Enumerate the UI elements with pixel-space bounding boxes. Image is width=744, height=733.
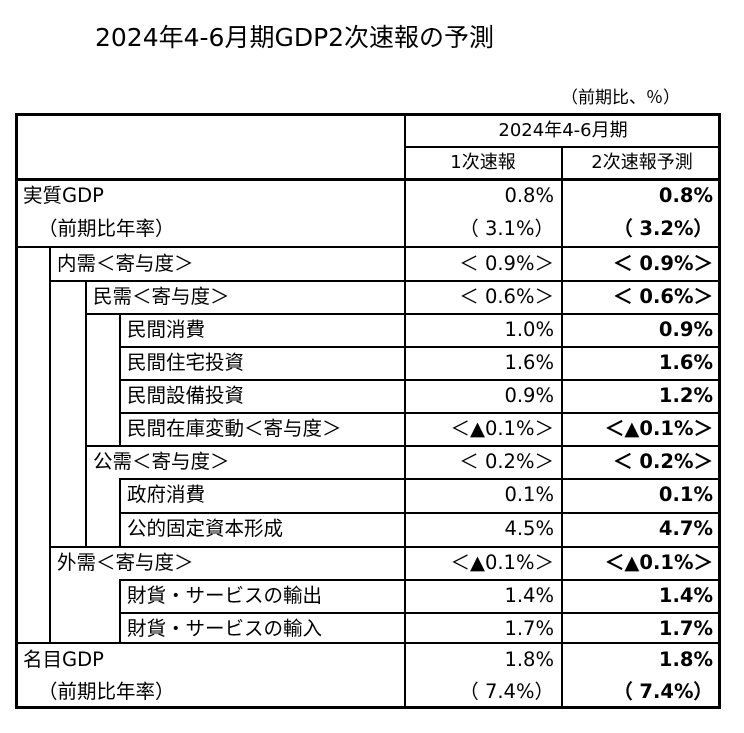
row-value-first: （ 7.4%） — [459, 680, 554, 703]
row-value-second: ＜▲0.1%＞ — [604, 417, 713, 440]
row-value-first: 1.4% — [504, 584, 554, 607]
row-value-second: 1.6% — [658, 351, 713, 374]
row-value-first: 0.9% — [504, 384, 554, 407]
row-value-second: （ 7.4%） — [613, 680, 713, 703]
header-first-estimate: 1次速報 — [450, 152, 516, 173]
row-value-second: 1.4% — [658, 584, 713, 607]
row-value-first: 1.8% — [504, 648, 554, 671]
row-value-first: ＜▲0.1%＞ — [450, 417, 554, 440]
row-value-first: 0.1% — [504, 483, 554, 506]
row-value-second: 0.8% — [658, 184, 713, 207]
row-value-first: ＜ 0.2%＞ — [459, 450, 554, 473]
row-label-imports: 財貨・サービスの輸入 — [127, 617, 323, 640]
row-label-private-demand: 民需＜寄与度＞ — [93, 285, 230, 308]
row-label-private-consumption: 民間消費 — [127, 318, 206, 341]
row-value-first: ＜▲0.1%＞ — [450, 551, 554, 574]
row-value-first: ＜ 0.6%＞ — [459, 285, 554, 308]
row-label-housing-investment: 民間住宅投資 — [127, 351, 245, 374]
row-value-second: 1.2% — [658, 384, 713, 407]
row-label-real-gdp: 実質GDP — [23, 184, 104, 207]
row-value-second: ＜▲0.1%＞ — [604, 551, 713, 574]
row-value-first: （ 3.1%） — [459, 217, 554, 240]
row-value-second: （ 3.2%） — [613, 217, 713, 240]
row-label-domestic-demand: 内需＜寄与度＞ — [57, 252, 194, 275]
row-value-second: ＜ 0.9%＞ — [613, 252, 713, 275]
row-label-annualized: （前期比年率） — [38, 217, 175, 240]
row-label-nominal-gdp: 名目GDP — [23, 648, 104, 671]
header-second-estimate: 2次速報予測 — [591, 152, 693, 173]
row-value-second: 0.1% — [658, 483, 713, 506]
row-label-exports: 財貨・サービスの輸出 — [127, 584, 323, 607]
header-period: 2024年4-6月期 — [498, 120, 628, 141]
row-value-first: 1.6% — [504, 351, 554, 374]
row-value-first: 1.0% — [504, 318, 554, 341]
row-label-capex: 民間設備投資 — [127, 384, 245, 407]
row-value-second: 0.9% — [658, 318, 713, 341]
row-value-first: 4.5% — [504, 517, 554, 540]
row-value-second: 1.8% — [658, 648, 713, 671]
row-label-external-demand: 外需＜寄与度＞ — [57, 551, 194, 574]
row-label-public-investment: 公的固定資本形成 — [127, 517, 284, 540]
row-value-first: 1.7% — [504, 617, 554, 640]
row-label-nominal-annualized: （前期比年率） — [38, 680, 175, 703]
row-value-second: 4.7% — [658, 517, 713, 540]
row-value-second: ＜ 0.2%＞ — [613, 450, 713, 473]
row-value-second: 1.7% — [658, 617, 713, 640]
gdp-forecast-table — [15, 113, 721, 709]
row-label-inventory-change: 民間在庫変動＜寄与度＞ — [127, 417, 342, 440]
unit-note: （前期比、％） — [561, 88, 680, 108]
row-value-second: ＜ 0.6%＞ — [613, 285, 713, 308]
row-value-first: ＜ 0.9%＞ — [459, 252, 554, 275]
row-label-government-consumption: 政府消費 — [127, 483, 206, 506]
row-value-first: 0.8% — [504, 184, 554, 207]
page-title: 2024年4-6月期GDP2次速報の予測 — [95, 23, 495, 52]
row-label-public-demand: 公需＜寄与度＞ — [93, 450, 230, 473]
